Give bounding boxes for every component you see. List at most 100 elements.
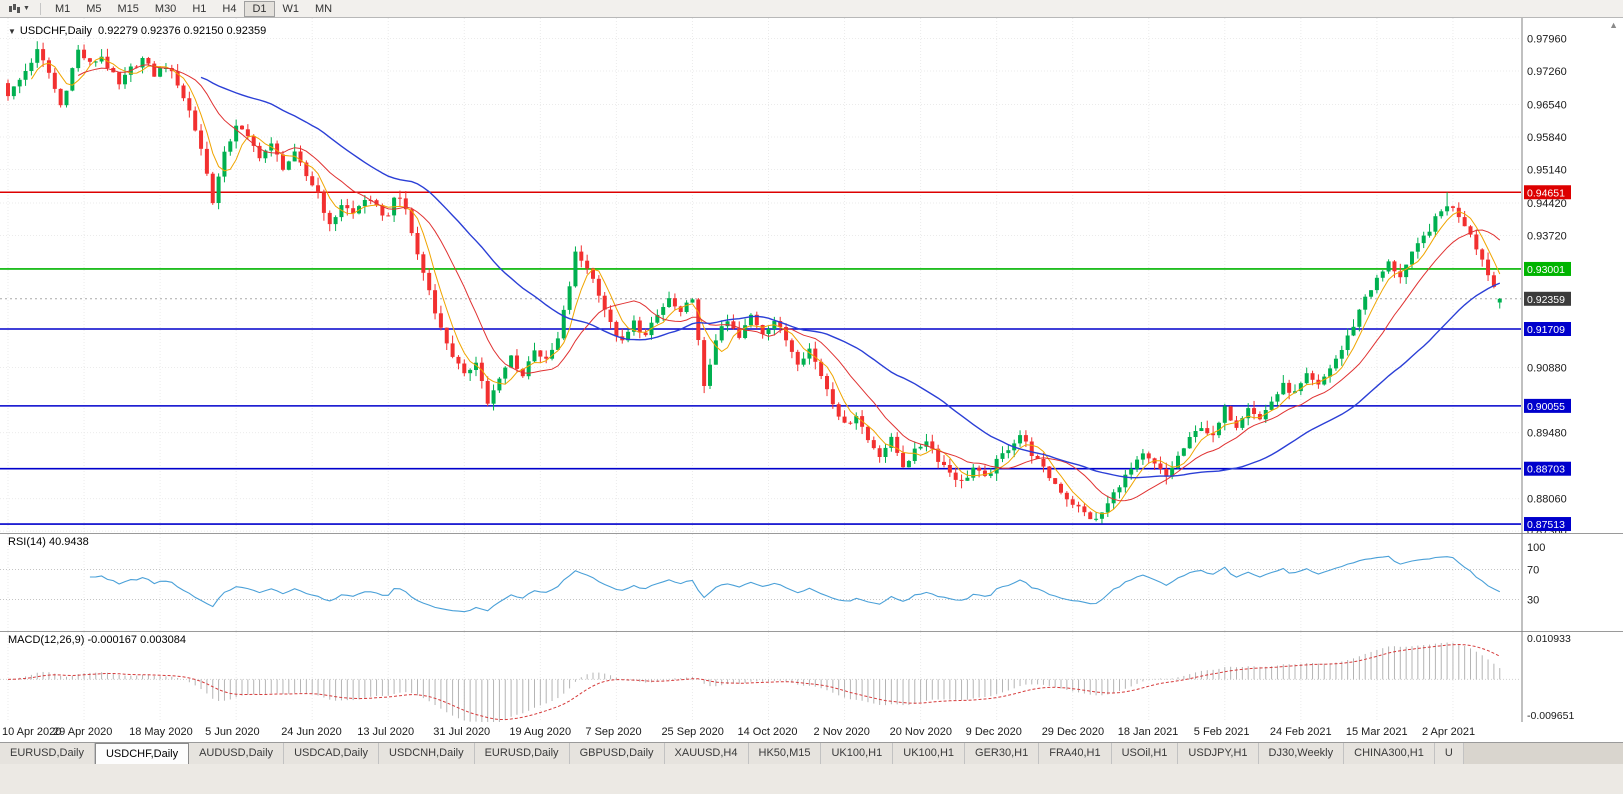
candles-layer — [6, 41, 1502, 524]
tab-uk100-h1[interactable]: UK100,H1 — [893, 743, 966, 764]
x-axis: 10 Apr 2020 29 Apr 2020 18 May 2020 5 Jun 2… — [0, 722, 1623, 742]
timeframe-d1-button[interactable]: D1 — [244, 0, 275, 17]
svg-text:0.94420: 0.94420 — [1527, 198, 1567, 210]
svg-text:0.91709: 0.91709 — [1527, 324, 1565, 336]
svg-text:0.97960: 0.97960 — [1527, 33, 1567, 45]
timeframe-mn-button[interactable]: MN — [315, 2, 333, 15]
x-axis-label: 9 Dec 2020 — [965, 726, 1022, 738]
price-badge-0.93001 — [1524, 261, 1571, 276]
tab-usdcad-daily[interactable]: USDCAD,Daily — [284, 743, 380, 764]
svg-text:0.96540: 0.96540 — [1527, 99, 1567, 111]
x-axis-label: 24 Feb 2021 — [1269, 726, 1332, 738]
price-badge-0.90055 — [1524, 398, 1571, 413]
chart-window: 0.97960 0.97260 0.96540 0.95840 0.95140 0.944… — [0, 18, 1623, 742]
x-axis-label: 18 Jan 2021 — [1117, 726, 1179, 738]
x-axis-label: 5 Feb 2021 — [1193, 726, 1250, 738]
macd-indicator-label: MACD(12,26,9) -0.000167 0.003084 — [8, 634, 186, 646]
chart-ohlc-values: 0.92279 0.92376 0.92150 0.92359 — [98, 25, 267, 37]
timeframe-w1-button[interactable]: W1 — [282, 2, 300, 15]
tab-hk50-m15[interactable]: HK50,M15 — [748, 743, 822, 764]
price-badge-0.87513 — [1524, 517, 1571, 532]
tab-eurusd-daily[interactable]: EURUSD,Daily — [0, 743, 95, 764]
rsi-indicator-label: RSI(14) 40.9438 — [8, 536, 89, 548]
x-axis-label: 24 Jun 2020 — [281, 726, 342, 738]
timeframe-m30-button[interactable]: M30 — [154, 2, 177, 15]
x-axis-label: 10 Apr 2020 — [2, 726, 62, 738]
svg-text:30: 30 — [1527, 595, 1539, 607]
chart-symbol-label: USDCHF,Daily — [19, 25, 93, 37]
scroll-up-icon[interactable]: ▲ — [1609, 20, 1618, 30]
tab-usoil-h1[interactable]: USOil,H1 — [1111, 743, 1179, 764]
macd-panel: 0.010933 -0.009651 — [0, 631, 1623, 722]
tab-bar: EURUSD,Daily USDCHF,Daily AUDUSD,Daily USDC… — [0, 742, 1623, 764]
timeframe-h4-button[interactable]: H4 — [222, 2, 237, 15]
timeframe-m15-button[interactable]: M15 — [117, 2, 139, 15]
x-axis-label: 5 Jun 2020 — [205, 726, 260, 738]
timeframe-h1-button[interactable]: H1 — [192, 2, 207, 15]
x-axis-label: 18 May 2020 — [129, 726, 193, 738]
bottom-strip — [0, 764, 1623, 794]
svg-text:0.94651: 0.94651 — [1527, 187, 1565, 199]
tab-china300-h1[interactable]: CHINA300,H1 — [1344, 743, 1435, 764]
svg-text:0.88703: 0.88703 — [1527, 464, 1565, 476]
svg-text:-0.009651: -0.009651 — [1527, 710, 1574, 722]
ma-5-line — [30, 57, 1501, 515]
macd-histogram — [13, 642, 1501, 722]
tab-uk100-h1[interactable]: UK100,H1 — [821, 743, 894, 764]
tab-usdcnh-daily[interactable]: USDCNH,Daily — [379, 743, 475, 764]
ma-34-line — [200, 76, 1501, 479]
svg-text:0.010933: 0.010933 — [1527, 633, 1571, 645]
svg-text:0.88060: 0.88060 — [1527, 494, 1567, 506]
candlestick-glyph — [9, 4, 20, 13]
price-badge-0.88703 — [1524, 461, 1571, 476]
macd-signal-line — [7, 643, 1501, 721]
x-axis-label: 2 Nov 2020 — [813, 726, 870, 738]
x-axis-label: 19 Aug 2020 — [509, 726, 572, 738]
x-axis-label: 31 Jul 2020 — [433, 726, 491, 738]
x-axis-label: 20 Nov 2020 — [889, 726, 952, 738]
chart-type-icon[interactable]: ▼ — [4, 2, 34, 15]
price-chart: 0.97960 0.97260 0.96540 0.95840 0.95140 0.944… — [0, 18, 1571, 533]
svg-text:0.89480: 0.89480 — [1527, 428, 1567, 440]
tab-dj30-weekly[interactable]: DJ30,Weekly — [1258, 743, 1345, 764]
tab-usdchf-daily[interactable]: USDCHF,Daily — [94, 743, 190, 764]
toolbar: ▼ M1 M5 M15 M30 H1 H4 D1 W1 MN — [0, 0, 1623, 18]
x-axis-label: 13 Jul 2020 — [357, 726, 415, 738]
x-axis-label: 15 Mar 2021 — [1345, 726, 1408, 738]
timeframe-m1-button[interactable]: M1 — [54, 2, 71, 15]
tab-xauusd-h4[interactable]: XAUUSD,H4 — [664, 743, 749, 764]
svg-text:70: 70 — [1527, 565, 1539, 577]
toolbar-divider — [39, 2, 41, 15]
tab-fra40-h1[interactable]: FRA40,H1 — [1039, 743, 1112, 764]
svg-text:0.93720: 0.93720 — [1527, 231, 1567, 243]
svg-text:100: 100 — [1527, 542, 1545, 554]
timeframe-m5-button[interactable]: M5 — [86, 2, 102, 15]
svg-text:0.92359: 0.92359 — [1527, 294, 1565, 306]
tab-audusd-daily[interactable]: AUDUSD,Daily — [189, 743, 285, 764]
x-axis-label: 7 Sep 2020 — [585, 726, 642, 738]
x-axis-label: 29 Dec 2020 — [1041, 726, 1105, 738]
price-badge-0.94651 — [1524, 185, 1571, 200]
svg-text:0.87513: 0.87513 — [1527, 519, 1565, 531]
svg-text:0.95840: 0.95840 — [1527, 132, 1567, 144]
tab-u[interactable]: U — [1434, 743, 1464, 764]
rsi-line — [89, 555, 1501, 613]
x-axis-label: 29 Apr 2020 — [53, 726, 113, 738]
chart-title: ▼ USDCHF,Daily 0.92279 0.92376 0.92150 0.9… — [8, 25, 266, 37]
tab-gbpusd-daily[interactable]: GBPUSD,Daily — [569, 743, 665, 764]
x-axis-label: 14 Oct 2020 — [737, 726, 798, 738]
chevron-down-icon: ▼ — [23, 5, 30, 12]
tab-usdjpy-h1[interactable]: USDJPY,H1 — [1178, 743, 1259, 764]
svg-text:0.90055: 0.90055 — [1527, 401, 1565, 413]
svg-text:0.90880: 0.90880 — [1527, 363, 1567, 375]
tab-ger30-h1[interactable]: GER30,H1 — [965, 743, 1040, 764]
price-badge-0.91709 — [1524, 321, 1571, 336]
price-badge-0.92359 — [1524, 291, 1571, 306]
svg-text:0.95140: 0.95140 — [1527, 165, 1567, 177]
collapse-chart-icon[interactable]: ▼ — [8, 27, 16, 36]
x-axis-label: 25 Sep 2020 — [661, 726, 724, 738]
tab-eurusd-daily[interactable]: EURUSD,Daily — [474, 743, 570, 764]
ma-13-line — [77, 64, 1501, 502]
svg-text:0.93001: 0.93001 — [1527, 264, 1565, 276]
